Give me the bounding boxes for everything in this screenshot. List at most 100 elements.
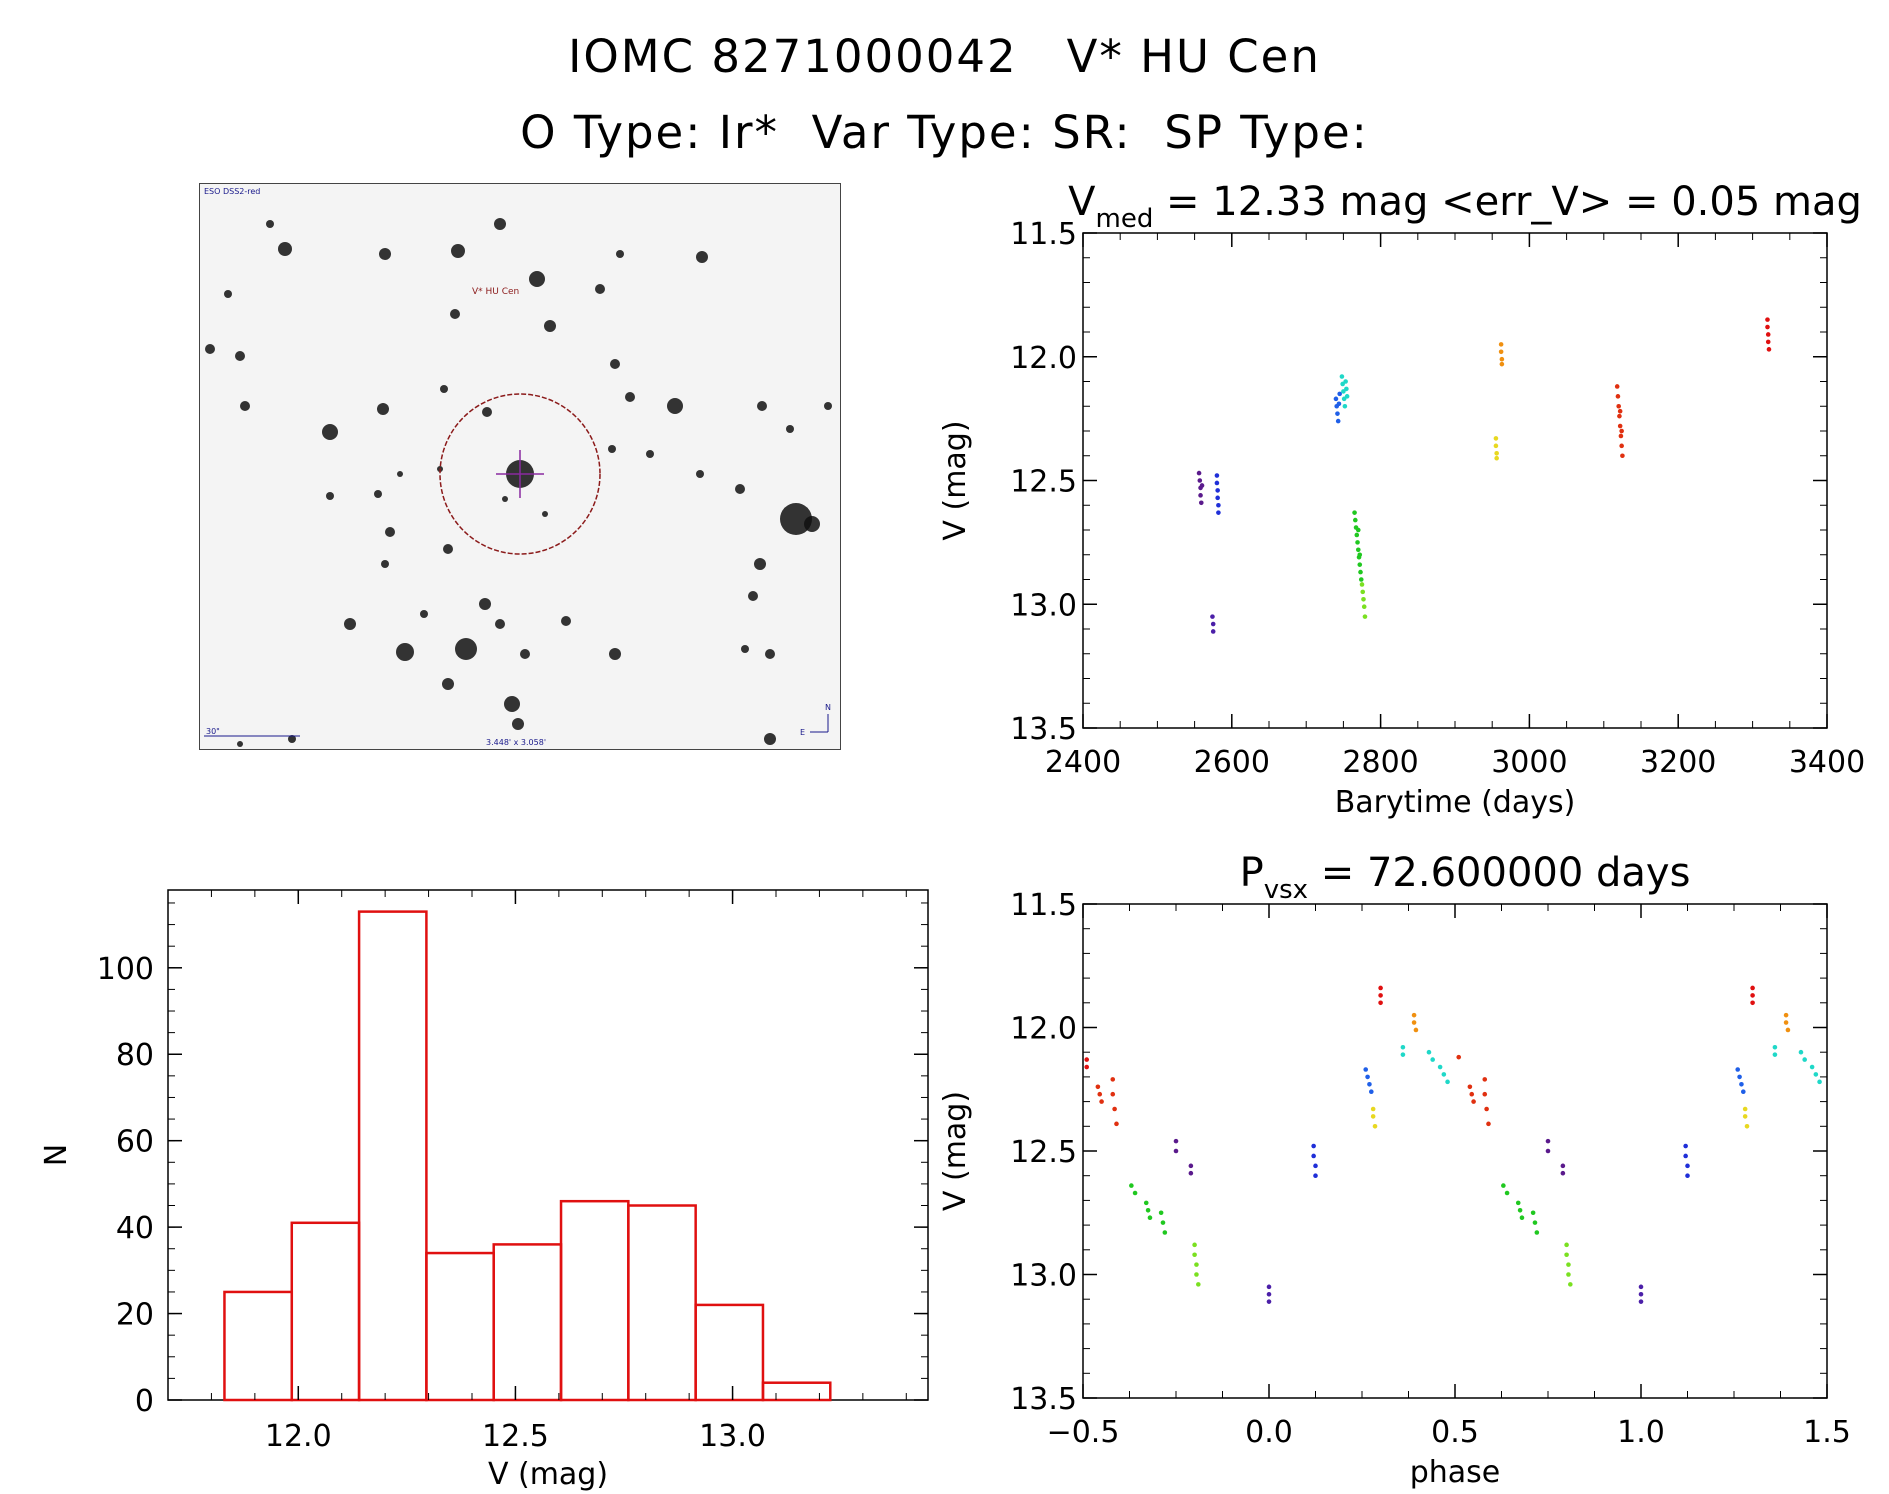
data-point	[1370, 1106, 1376, 1112]
data-point	[1411, 1020, 1417, 1025]
data-point	[1194, 1262, 1199, 1267]
target-circle	[439, 393, 601, 555]
x-tick-label: 2800	[1342, 745, 1418, 780]
data-point	[1378, 985, 1383, 991]
finder-star	[224, 290, 232, 298]
data-point	[1683, 1143, 1688, 1149]
histogram-bar	[425, 1251, 495, 1402]
data-point	[1437, 1064, 1443, 1070]
data-point	[1772, 1052, 1778, 1057]
data-point	[1173, 1148, 1179, 1154]
data-point	[1378, 1000, 1383, 1006]
x-axis-label: V (mag)	[488, 1457, 608, 1492]
data-point	[1311, 1153, 1316, 1159]
scale-label: 30"	[206, 727, 220, 736]
finder-star	[544, 320, 556, 332]
data-point	[1817, 1079, 1822, 1085]
data-point	[1352, 510, 1357, 515]
data-point	[1344, 386, 1349, 392]
x-tick-label: 12.5	[482, 1419, 549, 1454]
data-point	[1336, 401, 1342, 407]
data-point	[1615, 394, 1621, 399]
data-point	[1210, 621, 1216, 627]
plot-frame	[167, 889, 929, 1401]
data-point	[1783, 1012, 1789, 1018]
finder-star	[240, 401, 250, 411]
data-point	[1616, 403, 1621, 409]
data-point	[1467, 1084, 1473, 1090]
data-point	[1188, 1170, 1194, 1176]
data-point	[1617, 423, 1623, 429]
data-point	[1683, 1153, 1688, 1159]
finder-star	[278, 242, 292, 256]
data-point	[1765, 332, 1771, 337]
histogram-bar	[290, 1221, 361, 1402]
data-point	[1363, 1067, 1369, 1072]
finder-star	[440, 385, 448, 393]
y-tick-label: 40	[116, 1211, 154, 1246]
finder-star	[542, 511, 548, 517]
finder-star	[786, 425, 794, 433]
finder-star	[288, 735, 296, 743]
plot-title-main: P	[1240, 850, 1264, 896]
data-point	[1785, 1027, 1791, 1033]
data-point	[1215, 488, 1220, 493]
data-point	[1638, 1291, 1644, 1297]
finder-star	[385, 527, 395, 537]
finder-star	[735, 484, 745, 494]
finder-star	[595, 284, 605, 294]
data-point	[1469, 1091, 1475, 1097]
finder-star	[495, 619, 505, 629]
x-tick-label: 0.0	[1245, 1415, 1293, 1450]
finder-star	[205, 344, 215, 354]
data-point	[1143, 1200, 1149, 1206]
data-point	[1735, 1067, 1741, 1072]
data-point	[1498, 342, 1504, 347]
data-point	[1110, 1077, 1116, 1082]
y-tick-label: 11.5	[1010, 888, 1077, 923]
plot-title: Pvsx = 72.600000 days	[1240, 850, 1691, 905]
page-title: IOMC 8271000042 V* HU Cen	[568, 30, 1321, 83]
data-point	[1339, 374, 1345, 379]
data-point	[1750, 993, 1755, 998]
data-point	[1685, 1163, 1690, 1169]
x-axis-label: phase	[1410, 1455, 1501, 1490]
x-tick-label: 1.0	[1617, 1415, 1665, 1450]
data-point	[1766, 347, 1772, 352]
data-point	[1216, 502, 1221, 508]
finder-star	[625, 392, 635, 402]
data-point	[1214, 473, 1220, 478]
data-point	[1355, 547, 1361, 553]
data-point	[1430, 1057, 1435, 1062]
data-point	[1515, 1200, 1521, 1206]
plot-frame	[1082, 232, 1828, 729]
data-point	[1313, 1173, 1318, 1178]
finder-star	[396, 643, 414, 661]
histogram-bar	[761, 1381, 832, 1402]
data-point	[1343, 379, 1348, 384]
finder-star	[502, 496, 508, 502]
finder-star	[494, 218, 506, 230]
compass-e-label: E	[800, 728, 805, 737]
data-point	[1112, 1106, 1117, 1112]
data-point	[1354, 532, 1360, 538]
data-point	[1192, 1252, 1197, 1258]
data-point	[1129, 1183, 1134, 1188]
data-point	[1173, 1138, 1179, 1144]
data-point	[1344, 394, 1350, 399]
histogram-bar	[357, 910, 428, 1402]
plot-phased: −0.5 0.0 0.5 1.0 1.5 11.5 12.0 12.5 13.0 13.5 phas…	[938, 850, 1851, 1490]
data-point	[1132, 1190, 1138, 1196]
data-point	[1798, 1049, 1804, 1055]
data-point	[1504, 1190, 1510, 1196]
data-point	[1620, 453, 1625, 459]
data-point	[1494, 450, 1499, 456]
finder-star	[824, 402, 832, 410]
data-point	[1493, 443, 1499, 449]
histogram-bar	[559, 1199, 630, 1402]
x-tick-label: 2400	[1045, 745, 1121, 780]
finder-star	[344, 618, 356, 630]
data-point	[1441, 1072, 1447, 1077]
data-point	[1411, 1012, 1417, 1018]
finder-star	[442, 678, 454, 690]
